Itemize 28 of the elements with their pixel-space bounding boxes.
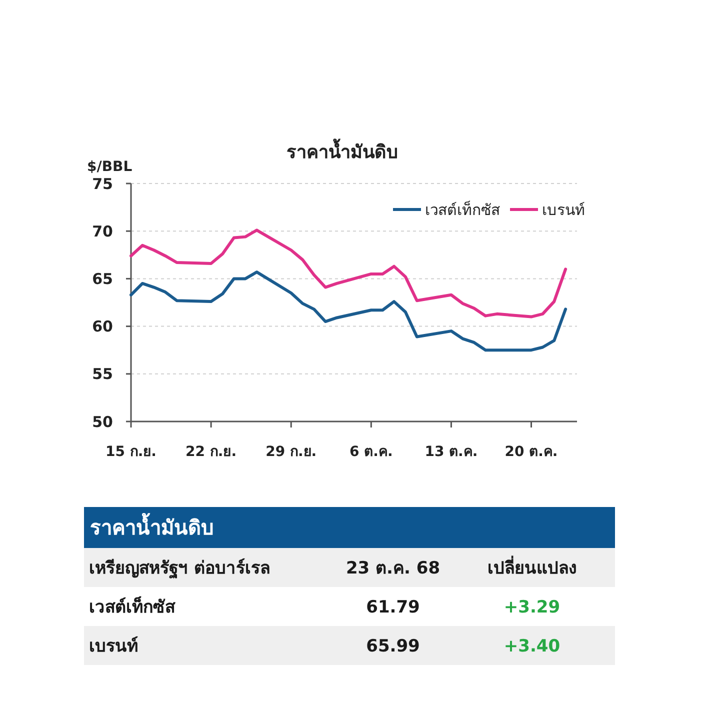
- legend-label: เบรนท์: [542, 200, 585, 219]
- y-axis-title: $/BBL: [87, 159, 132, 175]
- chart-title: ราคาน้ำมันดิบ: [286, 138, 398, 163]
- data-label: 61.79: [366, 597, 420, 618]
- text: ราคาน้ำมันดิบ: [90, 512, 214, 540]
- x-tick-label: 29 ก.ย.: [266, 444, 317, 460]
- category-label: เวสต์เท็กซัส: [89, 594, 176, 618]
- y-tick-label: 75: [92, 174, 113, 193]
- text: 23 ต.ค. 68: [346, 558, 440, 578]
- line-series: [130, 228, 568, 318]
- data-label: +3.40: [504, 636, 560, 656]
- y-tick-label: 65: [92, 270, 113, 288]
- x-tick-label: 22 ก.ย.: [186, 444, 237, 460]
- y-tick-label: 55: [92, 365, 113, 384]
- legend-label: เวสต์เท็กซัส: [425, 200, 500, 219]
- text: เปลี่ยนแปลง: [488, 555, 576, 578]
- category-label: เบรนท์: [89, 635, 138, 656]
- data-label: +3.29: [504, 597, 560, 618]
- x-tick-label: 6 ต.ค.: [350, 444, 393, 460]
- y-tick-label: 50: [92, 412, 113, 431]
- x-tick-label: 15 ก.ย.: [106, 444, 156, 460]
- text: เหรียญสหรัฐฯ ต่อบาร์เรล: [89, 557, 270, 580]
- x-tick-label: 20 ต.ค.: [504, 444, 558, 460]
- y-tick-label: 60: [92, 318, 113, 336]
- y-tick-label: 70: [92, 222, 113, 240]
- data-label: 65.99: [366, 636, 420, 656]
- line-series: [130, 270, 568, 352]
- x-tick-label: 13 ต.ค.: [424, 444, 478, 460]
